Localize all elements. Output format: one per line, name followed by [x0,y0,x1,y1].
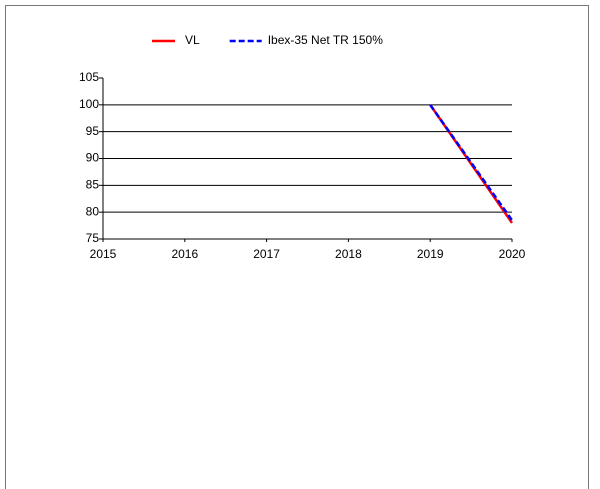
frame [5,5,589,489]
y-tick-label: 85 [86,178,100,192]
x-tick-label: 2016 [171,247,198,261]
y-tick-label: 95 [86,124,100,138]
y-tick-label: 80 [86,204,100,218]
series-line [429,104,514,221]
x-tick-label: 2017 [253,247,280,261]
x-tick-label: 2019 [417,247,444,261]
x-tick-label: 2020 [499,247,526,261]
y-tick-label: 75 [86,231,100,245]
y-tick-label: 90 [86,151,100,165]
legend-label: Ibex-35 Net TR 150% [268,33,384,47]
x-tick-label: 2018 [335,247,362,261]
legend-label: VL [185,33,200,47]
y-tick-label: 105 [79,70,99,84]
y-tick-label: 100 [79,97,99,111]
x-tick-label: 2015 [90,247,117,261]
